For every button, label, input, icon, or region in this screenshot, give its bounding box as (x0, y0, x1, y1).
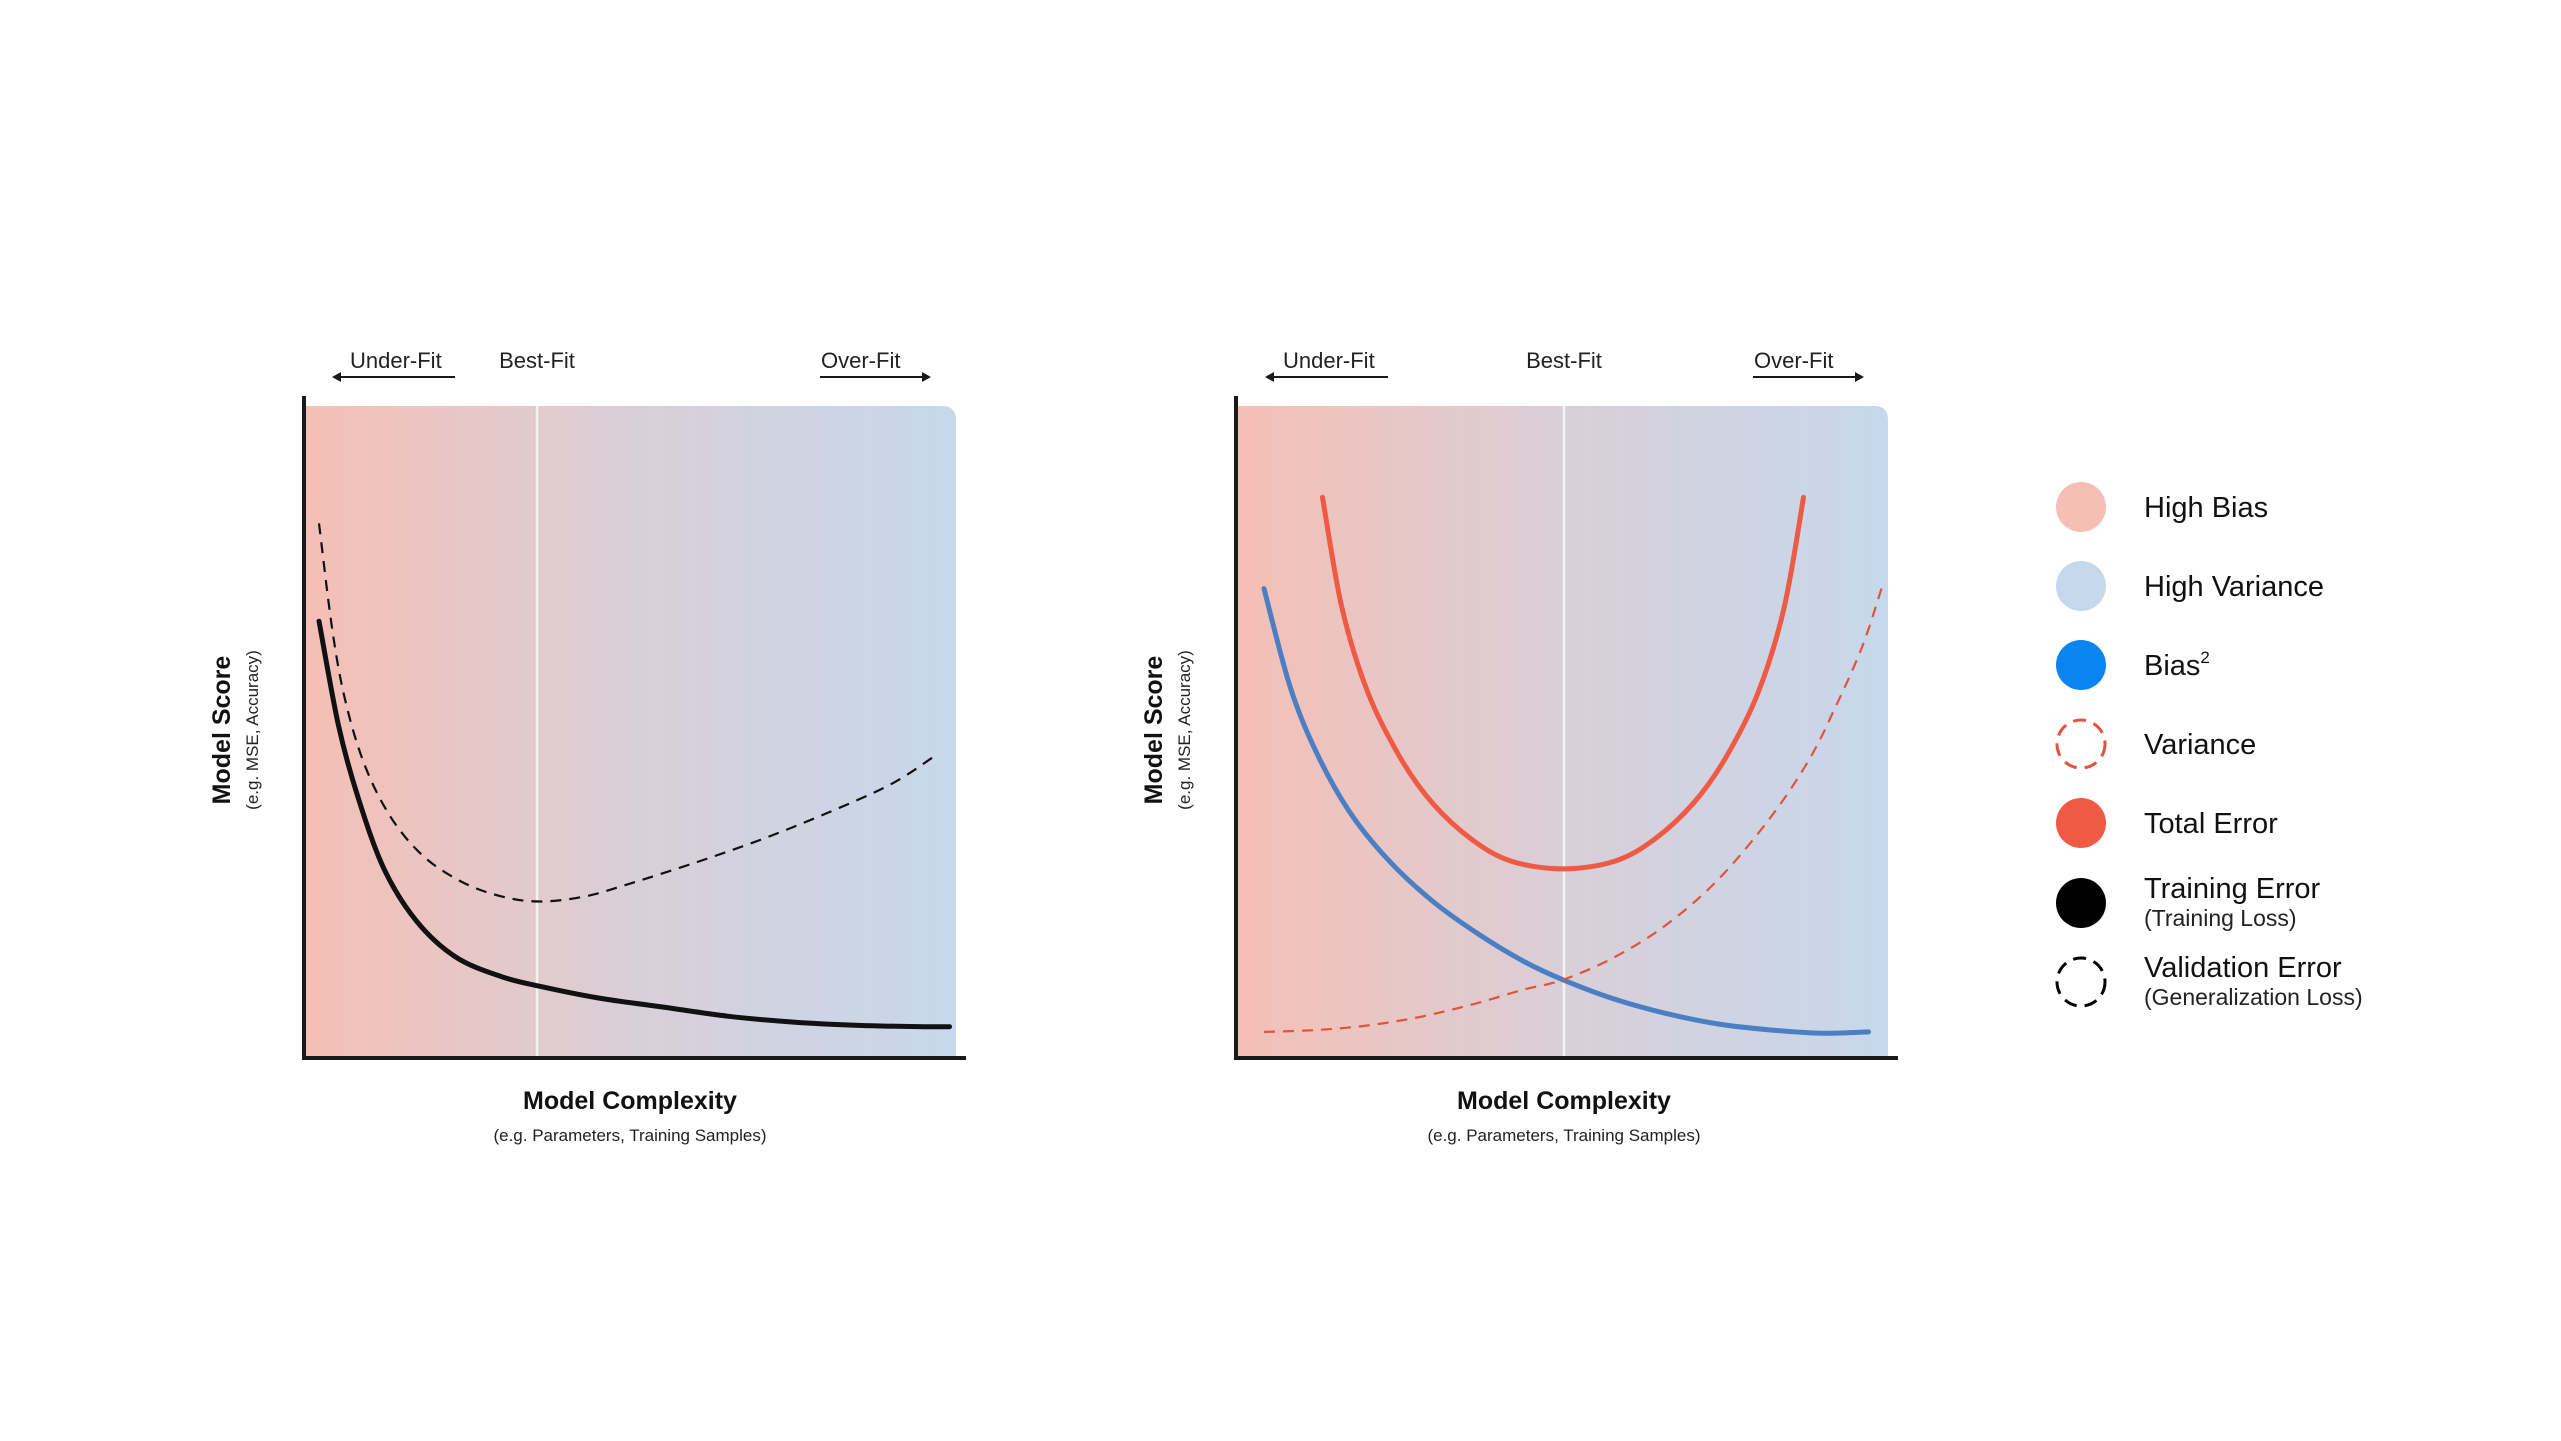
y-axis-subtitle: (e.g. MSE, Accuracy) (243, 650, 262, 810)
legend-label-bias-squared: Bias2 (2144, 648, 2210, 682)
legend-swatch-high-bias (2056, 482, 2106, 532)
bias-variance-chart: Under-Fit Best-Fit Over-Fit Model Score … (1140, 348, 1898, 1145)
legend-label-bias-superscript: 2 (2200, 648, 2209, 667)
legend-swatch-validation-error (2055, 956, 2107, 1008)
validation-error-curve (317, 523, 938, 903)
x-axis-title: Model Complexity (1457, 1087, 1671, 1115)
legend-swatch-high-variance (2056, 561, 2106, 611)
legend-label-validation-error: Validation Error (2144, 952, 2342, 984)
legend-label-high-variance: High Variance (2144, 571, 2324, 603)
training-error-curve (316, 618, 952, 1030)
bias-squared-curve (1261, 586, 1871, 1036)
legend-sublabel-validation-error: (Generalization Loss) (2144, 984, 2363, 1010)
y-axis-subtitle: (e.g. MSE, Accuracy) (1175, 650, 1194, 810)
x-axis-subtitle: (e.g. Parameters, Training Samples) (1427, 1126, 1700, 1145)
y-axis-title: Model Score (208, 656, 236, 805)
over-fit-arrowhead (1855, 372, 1864, 382)
under-fit-arrowhead (1265, 372, 1274, 382)
legend-swatch-variance (2055, 718, 2107, 770)
y-axis-title: Model Score (1140, 656, 1168, 805)
legend-sublabel-training-error: (Training Loss) (2144, 905, 2297, 931)
under-fit-arrowhead (332, 372, 341, 382)
left-series-group (316, 523, 952, 1030)
legend-swatch-total-error (2056, 798, 2106, 848)
over-fit-label: Over-Fit (1754, 348, 1833, 373)
x-axis-title: Model Complexity (523, 1087, 737, 1115)
right-series-group (1261, 494, 1883, 1036)
best-fit-label: Best-Fit (1526, 348, 1602, 373)
legend-label-bias-text: Bias (2144, 650, 2200, 682)
legend-label-high-bias: High Bias (2144, 492, 2268, 524)
legend-swatch-bias-squared (2056, 640, 2106, 690)
legend: High Bias High Variance Bias2 Variance T… (2055, 482, 2363, 1010)
over-fit-arrowhead (922, 372, 931, 382)
legend-label-training-error: Training Error (2144, 873, 2321, 905)
under-fit-label: Under-Fit (350, 348, 442, 373)
x-axis-subtitle: (e.g. Parameters, Training Samples) (493, 1126, 766, 1145)
training-validation-chart: Under-Fit Best-Fit Over-Fit Model Score … (208, 348, 966, 1145)
best-fit-label: Best-Fit (499, 348, 575, 373)
total-error-curve (1320, 494, 1806, 872)
chart-background (306, 406, 956, 1058)
over-fit-label: Over-Fit (821, 348, 900, 373)
legend-label-variance: Variance (2144, 729, 2256, 761)
legend-swatch-training-error (2056, 878, 2106, 928)
variance-curve (1263, 588, 1883, 1033)
under-fit-label: Under-Fit (1283, 348, 1375, 373)
legend-label-total-error: Total Error (2144, 808, 2278, 840)
